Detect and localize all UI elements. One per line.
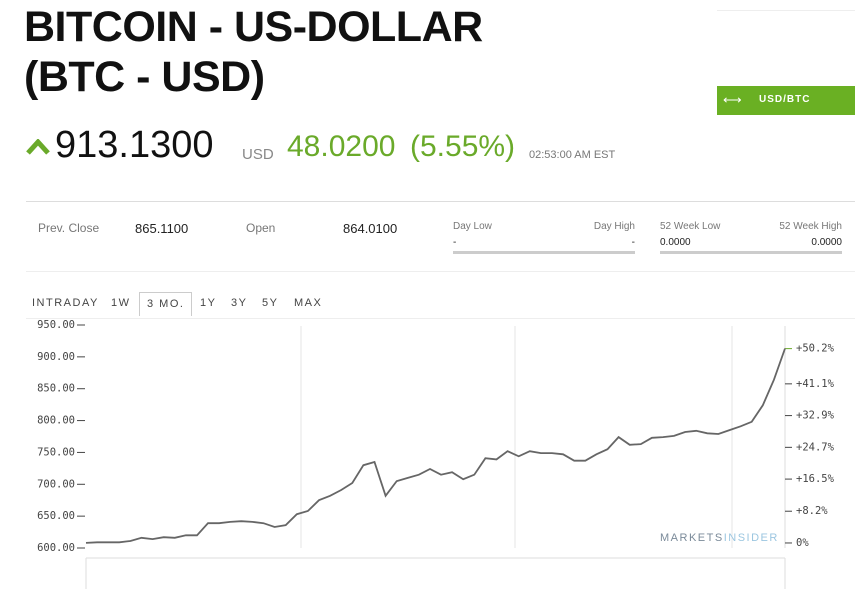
timestamp: 02:53:00 AM EST [529, 149, 616, 161]
tab[interactable]: MAX [294, 297, 323, 309]
price: 913.1300 [55, 124, 214, 166]
current-label: +50.2% [796, 343, 835, 355]
watermark: MARKETSINSIDER [660, 532, 779, 544]
y-tick-label: 700.00 [37, 478, 75, 490]
y2-tick-label: +16.5% [796, 473, 835, 485]
title: BITCOIN - US-DOLLAR [24, 3, 483, 51]
stat-label: Open [246, 221, 276, 235]
range-bar [660, 251, 842, 254]
price-line [85, 348, 786, 544]
y-tick-label: 600.00 [37, 542, 75, 554]
chart: 600.00 650.00 700.00 750.00 800.00 850.00 900.… [37, 319, 835, 589]
y2-tick-label: 0% [796, 537, 809, 549]
range-high: 0.0000 [811, 237, 842, 248]
y2-tick-label: +8.2% [796, 505, 828, 517]
stat-value: 865.1100 [135, 221, 189, 236]
up-arrow [26, 139, 50, 155]
currency: USD [242, 146, 274, 163]
tab[interactable]: 3 MO. [139, 292, 193, 316]
divider [26, 318, 855, 319]
range-high-label: 52 Week High [779, 221, 842, 232]
range-low: - [453, 237, 457, 248]
divider [26, 201, 855, 202]
y-tick-label: 850.00 [37, 383, 75, 395]
tab[interactable]: INTRADAY [32, 297, 99, 309]
range-low-label: 52 Week Low [660, 221, 721, 232]
tab[interactable]: 5Y [262, 297, 279, 309]
divider [717, 0, 855, 11]
y-tick-label: 900.00 [37, 351, 75, 363]
stat-value: 864.0100 [343, 221, 398, 236]
tab[interactable]: 1Y [200, 297, 217, 309]
range-high-label: Day High [593, 221, 635, 232]
range-high: - [631, 237, 635, 248]
watermark-bold: MARKETS [660, 532, 724, 544]
y2-tick-label: +24.7% [796, 441, 835, 453]
y-tick-label: 750.00 [37, 446, 75, 458]
y-tick-label: 650.00 [37, 510, 75, 522]
y2-tick-label: +32.9% [796, 410, 835, 422]
y-tick-label: 800.00 [37, 415, 75, 427]
watermark-light: INSIDER [723, 532, 779, 544]
change-pct: (5.55%) [410, 130, 516, 163]
swap-icon: ⟷ [723, 92, 742, 107]
stat-label: Prev. Close [38, 221, 100, 235]
tab[interactable]: 1W [111, 297, 131, 309]
change: 48.0200 [287, 130, 396, 163]
toggle-button[interactable]: ⟷ USD/BTC [717, 86, 855, 115]
y2-tick-label: +41.1% [796, 378, 835, 390]
divider [26, 271, 855, 272]
range-low: 0.0000 [660, 237, 691, 248]
tab[interactable]: 3Y [231, 297, 248, 309]
range-bar [453, 251, 635, 254]
button-label: USD/BTC [759, 94, 811, 105]
y-tick-label: 950.00 [37, 319, 75, 331]
title: (BTC - USD) [24, 53, 265, 101]
range-low-label: Day Low [453, 221, 492, 232]
